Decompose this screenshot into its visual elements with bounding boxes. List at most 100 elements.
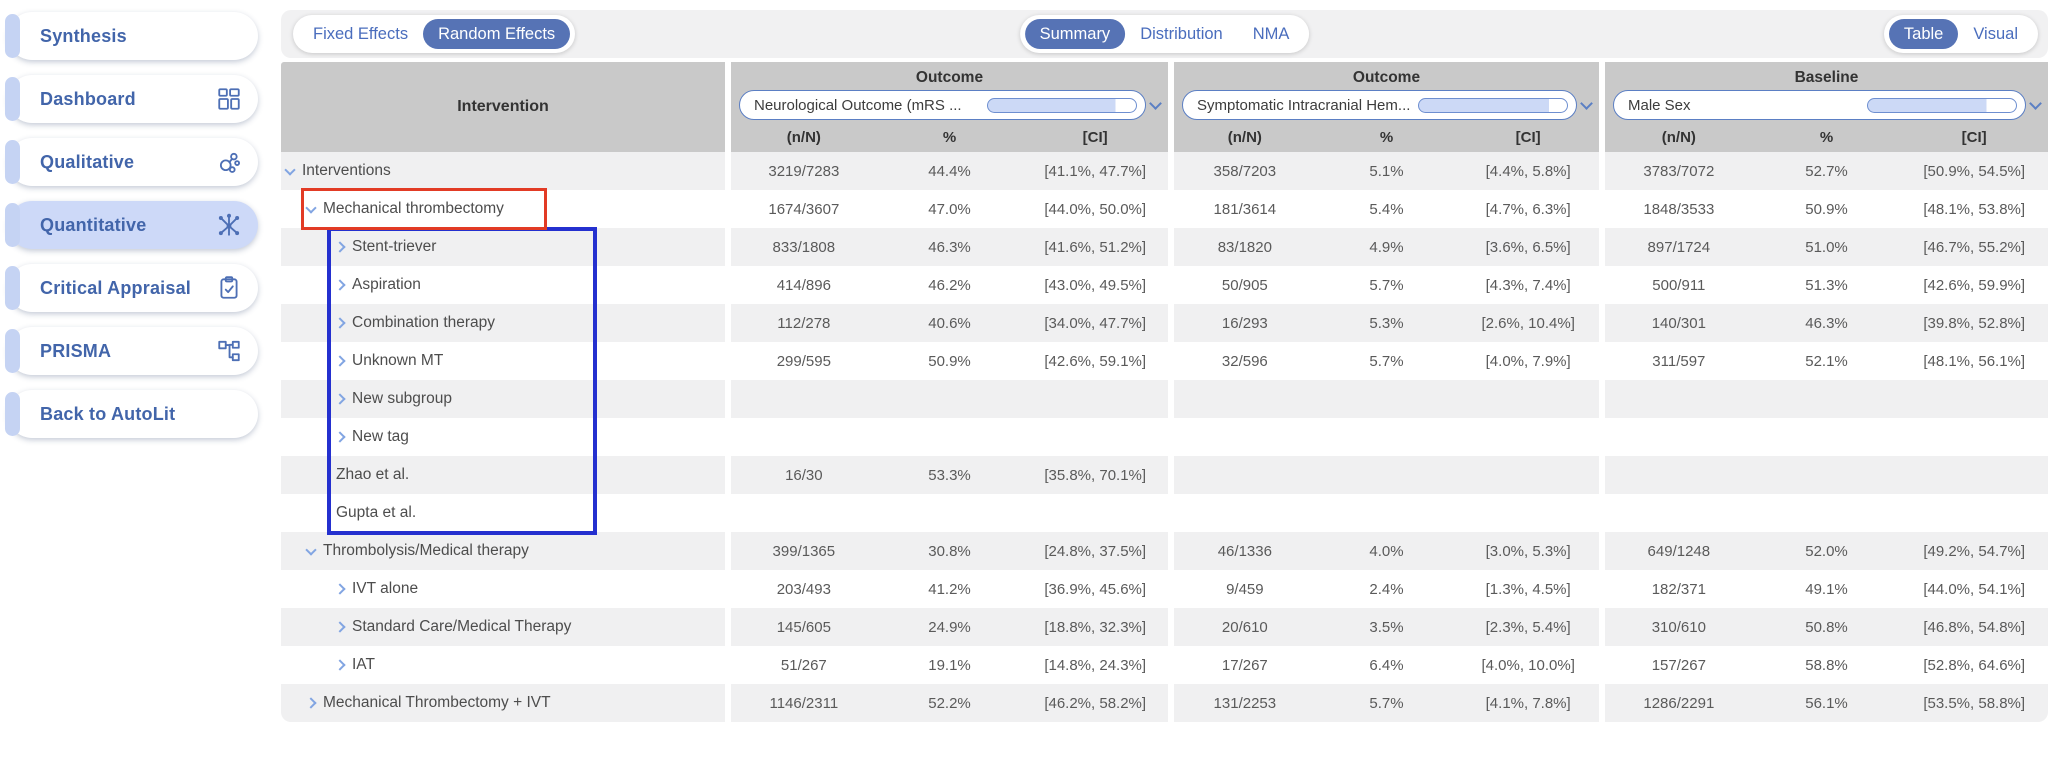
cell-nN: 32/596 bbox=[1221, 352, 1268, 370]
cell-nN: 50/905 bbox=[1221, 276, 1268, 294]
sidebar-item-back-to-autolit[interactable]: Back to AutoLit bbox=[5, 390, 258, 438]
cell-nN: 131/2253 bbox=[1213, 694, 1277, 712]
chevron-right-icon[interactable] bbox=[334, 431, 346, 443]
random-effects-option[interactable]: Random Effects bbox=[423, 19, 571, 49]
sidebar-item-dashboard[interactable]: Dashboard bbox=[5, 75, 258, 123]
sidebar-item-qualitative[interactable]: Qualitative bbox=[5, 138, 258, 186]
intervention-label: Combination therapy bbox=[352, 314, 496, 331]
intervention-cell[interactable]: Interventions bbox=[281, 152, 725, 190]
row-group-cells bbox=[1605, 380, 2048, 418]
cell-pct: 50.9% bbox=[1805, 200, 1848, 218]
cell-nN: 145/605 bbox=[776, 618, 831, 636]
outcome-2-dropdown[interactable]: Symptomatic Intracranial Hem... bbox=[1182, 90, 1577, 120]
cell-pct: 2.4% bbox=[1369, 580, 1404, 598]
intervention-cell[interactable]: Thrombolysis/Medical therapy bbox=[281, 532, 725, 570]
table-row: IVT alone 203/493 41.2% [36.9%, 45.6%] 9/459… bbox=[281, 570, 2048, 608]
row-group-cells: 1848/3533 50.9% [48.1%, 53.8%] bbox=[1605, 190, 2048, 228]
col-header-pct: % bbox=[1379, 128, 1394, 146]
intervention-cell[interactable]: New subgroup bbox=[281, 380, 725, 418]
row-group-cells: 83/1820 4.9% [3.6%, 6.5%] bbox=[1174, 228, 1599, 266]
cell-pct: 53.3% bbox=[928, 466, 971, 484]
intervention-label: Standard Care/Medical Therapy bbox=[352, 618, 572, 635]
chevron-right-icon[interactable] bbox=[334, 659, 346, 671]
intervention-cell[interactable]: IVT alone bbox=[281, 570, 725, 608]
intervention-cell[interactable]: Combination therapy bbox=[281, 304, 725, 342]
table-row: Zhao et al. 16/30 53.3% [35.8%, 70.1%] bbox=[281, 456, 2048, 494]
data-completeness-bar bbox=[1418, 97, 1568, 113]
chevron-right-icon[interactable] bbox=[305, 697, 317, 709]
row-group-cells: 16/30 53.3% [35.8%, 70.1%] bbox=[731, 456, 1168, 494]
cell-nN: 897/1724 bbox=[1647, 238, 1711, 256]
chevron-down-icon[interactable] bbox=[284, 163, 296, 176]
clipboard-check-icon bbox=[216, 275, 242, 301]
intervention-cell[interactable]: Mechanical Thrombectomy + IVT bbox=[281, 684, 725, 722]
cell-pct: 49.1% bbox=[1805, 580, 1848, 598]
chevron-down-icon[interactable] bbox=[1149, 96, 1162, 110]
cell-nN bbox=[1174, 494, 1316, 532]
cell-nN bbox=[1605, 494, 1753, 532]
cell-pct: 5.7% bbox=[1369, 694, 1404, 712]
cell-ci: [35.8%, 70.1%] bbox=[1044, 466, 1147, 484]
cell-ci bbox=[1457, 494, 1599, 532]
flow-diagram-icon bbox=[216, 338, 242, 364]
chevron-down-icon[interactable] bbox=[305, 543, 317, 556]
dropdown-selected-value: Symptomatic Intracranial Hem... bbox=[1197, 96, 1410, 114]
cell-pct bbox=[877, 494, 1023, 532]
chevron-down-icon[interactable] bbox=[2029, 96, 2042, 110]
nma-tab[interactable]: NMA bbox=[1252, 25, 1290, 43]
summary-tab[interactable]: Summary bbox=[1024, 19, 1126, 49]
chevron-right-icon[interactable] bbox=[334, 317, 346, 329]
outcome-1-dropdown[interactable]: Neurological Outcome (mRS ... bbox=[739, 90, 1146, 120]
row-group-cells: 50/905 5.7% [4.3%, 7.4%] bbox=[1174, 266, 1599, 304]
row-group-cells: 203/493 41.2% [36.9%, 45.6%] bbox=[731, 570, 1168, 608]
cell-nN bbox=[731, 380, 877, 418]
cell-nN bbox=[1605, 456, 1753, 494]
baseline-dropdown[interactable]: Male Sex bbox=[1613, 90, 2026, 120]
chevron-down-icon[interactable] bbox=[1580, 96, 1593, 110]
row-group-cells: 1674/3607 47.0% [44.0%, 50.0%] bbox=[731, 190, 1168, 228]
visual-option[interactable]: Visual bbox=[1973, 25, 2018, 43]
chevron-right-icon[interactable] bbox=[334, 393, 346, 405]
table-option[interactable]: Table bbox=[1888, 19, 1959, 49]
intervention-cell[interactable]: Mechanical thrombectomy bbox=[281, 190, 725, 228]
row-group-cells bbox=[1174, 380, 1599, 418]
cell-pct: 30.8% bbox=[928, 542, 971, 560]
chevron-right-icon[interactable] bbox=[334, 279, 346, 291]
cell-ci: [44.0%, 50.0%] bbox=[1044, 200, 1147, 218]
fixed-effects-option[interactable]: Fixed Effects bbox=[313, 25, 409, 43]
chevron-down-icon[interactable] bbox=[305, 201, 317, 214]
chevron-right-icon[interactable] bbox=[334, 355, 346, 367]
chevron-right-icon[interactable] bbox=[334, 241, 346, 253]
cell-nN bbox=[1605, 380, 1753, 418]
intervention-label: Interventions bbox=[302, 162, 391, 179]
cell-pct bbox=[1753, 380, 1901, 418]
sidebar-item-quantitative[interactable]: Quantitative bbox=[5, 201, 258, 249]
intervention-cell[interactable]: IAT bbox=[281, 646, 725, 684]
intervention-cell[interactable]: Gupta et al. bbox=[281, 494, 725, 532]
row-group-cells: 20/610 3.5% [2.3%, 5.4%] bbox=[1174, 608, 1599, 646]
sidebar-item-synthesis[interactable]: Synthesis bbox=[5, 12, 258, 60]
table-row: New tag bbox=[281, 418, 2048, 456]
intervention-cell[interactable]: Stent-triever bbox=[281, 228, 725, 266]
intervention-cell[interactable]: Aspiration bbox=[281, 266, 725, 304]
row-group-cells bbox=[1174, 418, 1599, 456]
cell-nN: 203/493 bbox=[776, 580, 831, 598]
cell-pct bbox=[1753, 456, 1901, 494]
intervention-cell[interactable]: Unknown MT bbox=[281, 342, 725, 380]
distribution-tab[interactable]: Distribution bbox=[1140, 25, 1223, 43]
intervention-label: New subgroup bbox=[352, 390, 452, 407]
intervention-cell[interactable]: New tag bbox=[281, 418, 725, 456]
intervention-label: New tag bbox=[352, 428, 409, 445]
cell-pct: 56.1% bbox=[1805, 694, 1848, 712]
sidebar-item-prisma[interactable]: PRISMA bbox=[5, 327, 258, 375]
cell-ci bbox=[1022, 494, 1168, 532]
chevron-right-icon[interactable] bbox=[334, 583, 346, 595]
baseline-header-group: Baseline Male Sex (n/N) % [CI] bbox=[1605, 62, 2048, 152]
chevron-right-icon[interactable] bbox=[334, 621, 346, 633]
intervention-cell[interactable]: Standard Care/Medical Therapy bbox=[281, 608, 725, 646]
intervention-cell[interactable]: Zhao et al. bbox=[281, 456, 725, 494]
sidebar-item-critical-appraisal[interactable]: Critical Appraisal bbox=[5, 264, 258, 312]
table-row: IAT 51/267 19.1% [14.8%, 24.3%] 17/267 6.4% [4… bbox=[281, 646, 2048, 684]
row-group-cells: 181/3614 5.4% [4.7%, 6.3%] bbox=[1174, 190, 1599, 228]
cell-ci: [1.3%, 4.5%] bbox=[1485, 580, 1571, 598]
